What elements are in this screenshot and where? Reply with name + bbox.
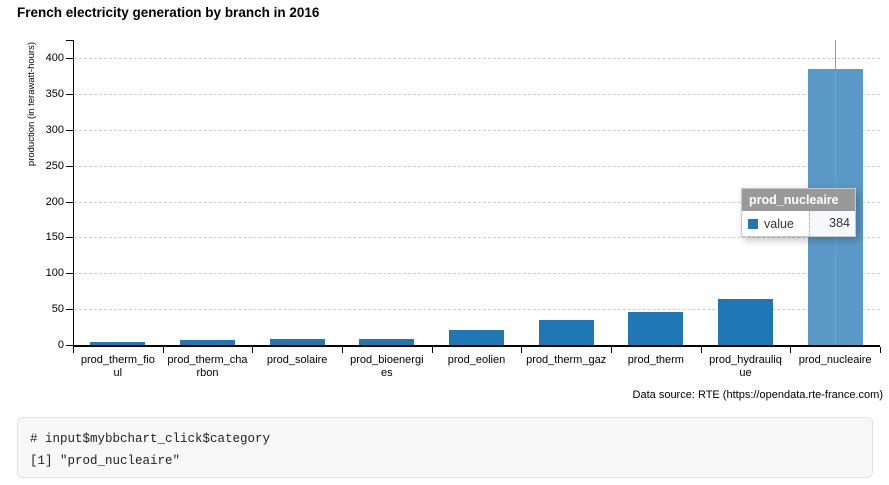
- y-gridline: [74, 273, 880, 275]
- x-tick-mark: [880, 347, 881, 353]
- x-tick-label-line: es: [381, 367, 393, 379]
- bar-chart[interactable]: production (in terawatt-hours) 0 50 100 150…: [0, 0, 889, 412]
- chart-title: French electricity generation by branch …: [17, 5, 320, 20]
- bar-prod_solaire[interactable]: [269, 339, 325, 345]
- x-tick-label-line: prod_therm_cha: [167, 354, 248, 366]
- x-tick-label-line: rbon: [196, 367, 219, 379]
- data-source-caption: Data source: RTE (https://opendata.rte-f…: [632, 389, 883, 401]
- x-tick-label: prod_bioenergi es: [342, 354, 432, 380]
- x-tick-label: prod_therm: [611, 354, 701, 367]
- y-tick-label: 400: [45, 52, 64, 64]
- x-tick-label-line: prod_therm_fio: [80, 354, 155, 366]
- x-tick-label-line: ue: [739, 367, 752, 379]
- y-tick-label: 300: [45, 123, 64, 136]
- bar-prod_therm_fioul[interactable]: [90, 342, 146, 345]
- x-tick-mark: [252, 347, 254, 353]
- y-axis-line: [73, 40, 74, 346]
- x-tick-label: prod_therm_cha rbon: [163, 354, 253, 380]
- y-tick-mark: [66, 201, 73, 203]
- x-tick-mark: [431, 347, 433, 353]
- y-gridline: [74, 93, 880, 95]
- tooltip-header: prod_nucleaire: [742, 189, 855, 211]
- x-tick-mark: [73, 347, 74, 353]
- series-swatch-icon: [748, 218, 758, 229]
- y-tick-label: 50: [51, 303, 64, 316]
- x-tick-label-line: prod_therm: [627, 354, 684, 366]
- tooltip: prod_nucleaire value 384: [741, 188, 856, 237]
- x-tick-mark: [162, 347, 164, 353]
- y-axis-top-tick: [66, 40, 73, 41]
- y-gridline: [74, 237, 880, 239]
- bar-prod_therm_gaz[interactable]: [538, 320, 594, 345]
- y-tick-mark: [66, 309, 73, 311]
- x-tick-label-line: prod_therm_gaz: [526, 354, 607, 366]
- x-tick-label: prod_hydrauliq ue: [701, 354, 791, 380]
- y-tick-label: 0: [57, 339, 64, 351]
- tooltip-row: value 384: [742, 211, 855, 236]
- x-tick-mark: [700, 347, 702, 353]
- plot-area[interactable]: 0 50 100 150 200 250 300 350 400 prod_therm_fio ul…: [0, 0, 889, 412]
- bar-prod_hydraulique[interactable]: [718, 299, 773, 345]
- bar-prod_therm[interactable]: [628, 312, 684, 345]
- y-tick-label: 350: [45, 87, 64, 100]
- y-gridline: [74, 129, 880, 131]
- console-line: [1] "prod_nucleaire": [30, 454, 181, 468]
- y-gridline: [74, 309, 880, 311]
- bar-prod_therm_charbon[interactable]: [180, 340, 235, 345]
- x-tick-label-line: prod_nucleaire: [798, 354, 872, 366]
- console-output: # input$mybbchart_click$category [1] "pro…: [17, 417, 873, 478]
- tooltip-value: 384: [809, 211, 855, 236]
- y-gridline: [74, 58, 880, 59]
- x-tick-label: prod_nucleaire: [790, 354, 880, 367]
- y-tick-mark: [66, 345, 73, 346]
- x-tick-label-line: prod_hydrauliq: [709, 354, 782, 366]
- x-tick-label-line: prod_solaire: [266, 354, 328, 366]
- x-tick-mark: [790, 347, 792, 353]
- y-tick-mark: [66, 237, 73, 239]
- y-tick-label: 150: [45, 231, 64, 244]
- y-tick-label: 100: [45, 267, 64, 280]
- tooltip-series-label: value: [764, 216, 794, 231]
- y-tick-label: 200: [45, 195, 64, 208]
- x-tick-mark: [342, 347, 343, 353]
- y-gridline: [74, 201, 880, 203]
- x-tick-label: prod_therm_gaz: [521, 354, 611, 367]
- x-tick-mark: [611, 347, 612, 353]
- x-tick-mark: [521, 347, 523, 353]
- x-tick-label-line: prod_eolien: [447, 354, 506, 366]
- y-tick-mark: [66, 273, 73, 275]
- x-tick-label-line: prod_bioenergi: [350, 354, 424, 366]
- x-axis-line: [73, 345, 880, 347]
- y-tick-mark: [66, 58, 73, 59]
- console-line: # input$mybbchart_click$category: [30, 432, 271, 446]
- y-gridline: [74, 165, 880, 167]
- bar-prod_eolien[interactable]: [449, 330, 504, 345]
- x-tick-label: prod_eolien: [432, 354, 522, 367]
- x-tick-label: prod_solaire: [252, 354, 342, 367]
- y-tick-mark: [66, 93, 73, 95]
- y-tick-mark: [66, 129, 73, 131]
- x-tick-label: prod_therm_fio ul: [73, 354, 163, 380]
- x-tick-label-line: ul: [113, 367, 123, 379]
- tooltip-series: value: [742, 217, 809, 231]
- bar-prod_bioenergies[interactable]: [359, 339, 415, 345]
- y-tick-mark: [66, 165, 73, 167]
- y-tick-label: 250: [45, 159, 64, 172]
